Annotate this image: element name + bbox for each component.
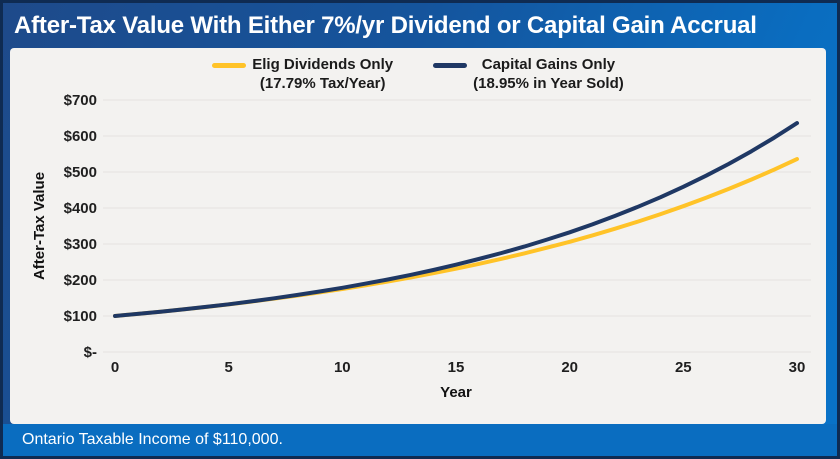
- y-tick-label: $600: [64, 128, 97, 145]
- y-tick-label: $400: [64, 200, 97, 217]
- y-tick-label: $700: [64, 92, 97, 109]
- x-tick-label: 10: [334, 359, 351, 376]
- page-title: After-Tax Value With Either 7%/yr Divide…: [14, 11, 757, 39]
- title-bar: After-Tax Value With Either 7%/yr Divide…: [3, 3, 837, 48]
- y-tick-label: $300: [64, 236, 97, 253]
- x-tick-label: 30: [789, 359, 806, 376]
- y-tick-label: $100: [64, 308, 97, 325]
- chart-panel: $- $100 $200 $300 $400 $500 $600 $700 0 5 10 15 20 25…: [10, 48, 826, 424]
- x-tick-label: 0: [111, 359, 119, 376]
- x-tick-label: 20: [561, 359, 578, 376]
- x-axis-title: Year: [440, 384, 472, 401]
- chart-svg: $- $100 $200 $300 $400 $500 $600 $700 0 5 10 15 20 25…: [31, 92, 811, 401]
- x-tick-label: 5: [225, 359, 233, 376]
- x-tick-label: 15: [448, 359, 465, 376]
- series-line-1: [113, 121, 799, 318]
- y-tick-label: $200: [64, 272, 97, 289]
- y-axis-title: After-Tax Value: [31, 172, 48, 280]
- y-tick-label: $500: [64, 164, 97, 181]
- y-tick-label: $-: [84, 344, 97, 361]
- footer-bar: Ontario Taxable Income of $110,000.: [3, 424, 837, 456]
- footer-note: Ontario Taxable Income of $110,000.: [22, 431, 283, 448]
- x-tick-label: 25: [675, 359, 692, 376]
